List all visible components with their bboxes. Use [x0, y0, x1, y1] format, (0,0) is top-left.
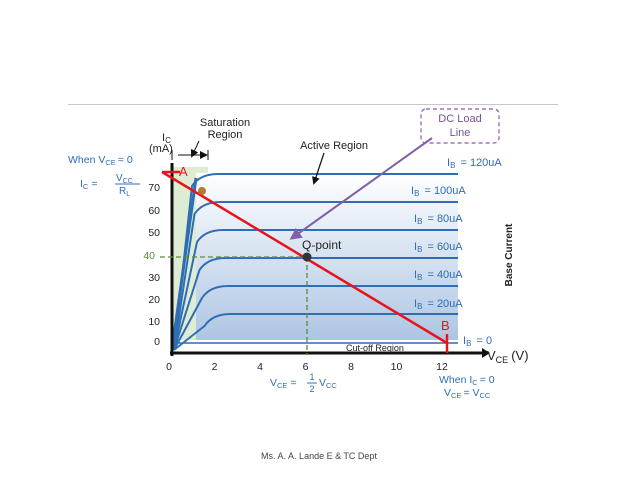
vcc-numerator: VCC	[116, 173, 133, 185]
y-tick-label: 0	[154, 336, 160, 348]
y-tick-label: 50	[148, 227, 160, 239]
base-current-curve-label: IB = 100uA	[411, 185, 466, 198]
vce-equals-vcc-label: VCE = VCC	[444, 387, 491, 400]
output-curves	[170, 173, 458, 351]
base-current-curve-label: IB = 20uA	[414, 298, 463, 311]
q-point-label: Q-point	[302, 238, 342, 252]
output-curve	[173, 257, 458, 351]
saturation-edge	[170, 177, 198, 351]
half-numerator: 1	[309, 372, 314, 382]
ic-axis-unit: (mA)	[149, 143, 173, 155]
point-b-label: B	[441, 318, 450, 333]
divider-line	[68, 104, 558, 105]
point-a-label: A	[179, 164, 188, 179]
output-curve	[173, 229, 458, 351]
point-a-dot	[198, 187, 206, 195]
x-tick-label: 4	[257, 361, 263, 373]
x-axis-ticks: 0 2 4 6 8 10 12	[166, 361, 448, 373]
rl-denominator: RL	[119, 186, 130, 198]
cutoff-region-label: Cut-off Region	[346, 343, 404, 353]
output-curve	[173, 201, 458, 351]
y-tick-label: 30	[148, 272, 160, 284]
dc-load-line-label-line1: DC Load	[438, 113, 481, 125]
y-tick-label: 40	[143, 250, 155, 262]
dc-load-line-label-line2: Line	[450, 127, 471, 139]
when-ic-zero-label: When IC = 0	[439, 374, 495, 387]
x-tick-label: 10	[391, 361, 403, 373]
y-tick-label: 70	[148, 182, 160, 194]
output-curve	[173, 285, 458, 351]
vce-axis-label: VCE (V)	[487, 348, 529, 365]
saturation-label-line1: Saturation	[200, 117, 250, 129]
x-tick-label: 8	[348, 361, 354, 373]
base-current-label: Base Current	[504, 223, 515, 286]
ic-axis-label: IC	[162, 132, 171, 145]
x-axis-arrowhead	[482, 348, 490, 358]
y-tick-label: 20	[148, 294, 160, 306]
active-region	[196, 173, 458, 346]
base-current-curve-label: IB = 40uA	[414, 269, 463, 282]
half-vcc: VCC	[319, 377, 337, 390]
x-tick-label: 6	[303, 361, 309, 373]
output-curve	[173, 313, 458, 351]
dc-load-line-callout-box	[420, 108, 500, 144]
curve-labels: IB = 120uA IB = 100uA IB = 80uA IB = 60uA IB…	[411, 157, 502, 348]
base-current-curve-label: IB = 0	[463, 335, 492, 348]
x-tick-label: 12	[436, 361, 448, 373]
footer-credit: Ms. A. A. Lande E & TC Dept	[261, 451, 377, 461]
y-axis-ticks: 0 10 20 30 40 50 60 70	[143, 182, 160, 348]
ic-equals-label: IC =	[80, 178, 97, 191]
when-vce-zero-label: When VCE = 0	[68, 154, 133, 167]
y-tick-label: 10	[148, 316, 160, 328]
dc-load-line-callout-arrow	[289, 137, 433, 240]
vce-half-vcc-label: VCE =	[270, 377, 297, 390]
x-tick-label: 2	[212, 361, 218, 373]
half-denominator: 2	[309, 384, 314, 394]
output-curve	[173, 173, 458, 351]
saturation-label-line2: Region	[208, 129, 243, 141]
saturation-pointer-arrow	[190, 140, 200, 158]
base-current-curve-label: IB = 80uA	[414, 213, 463, 226]
active-region-arrow	[312, 152, 325, 185]
x-tick-label: 0	[166, 361, 172, 373]
base-current-curve-label: IB = 60uA	[414, 241, 463, 254]
active-region-label: Active Region	[300, 140, 368, 152]
base-current-curve-label: IB = 120uA	[447, 157, 502, 170]
y-tick-label: 60	[148, 205, 160, 217]
q-point-dot	[302, 252, 312, 262]
